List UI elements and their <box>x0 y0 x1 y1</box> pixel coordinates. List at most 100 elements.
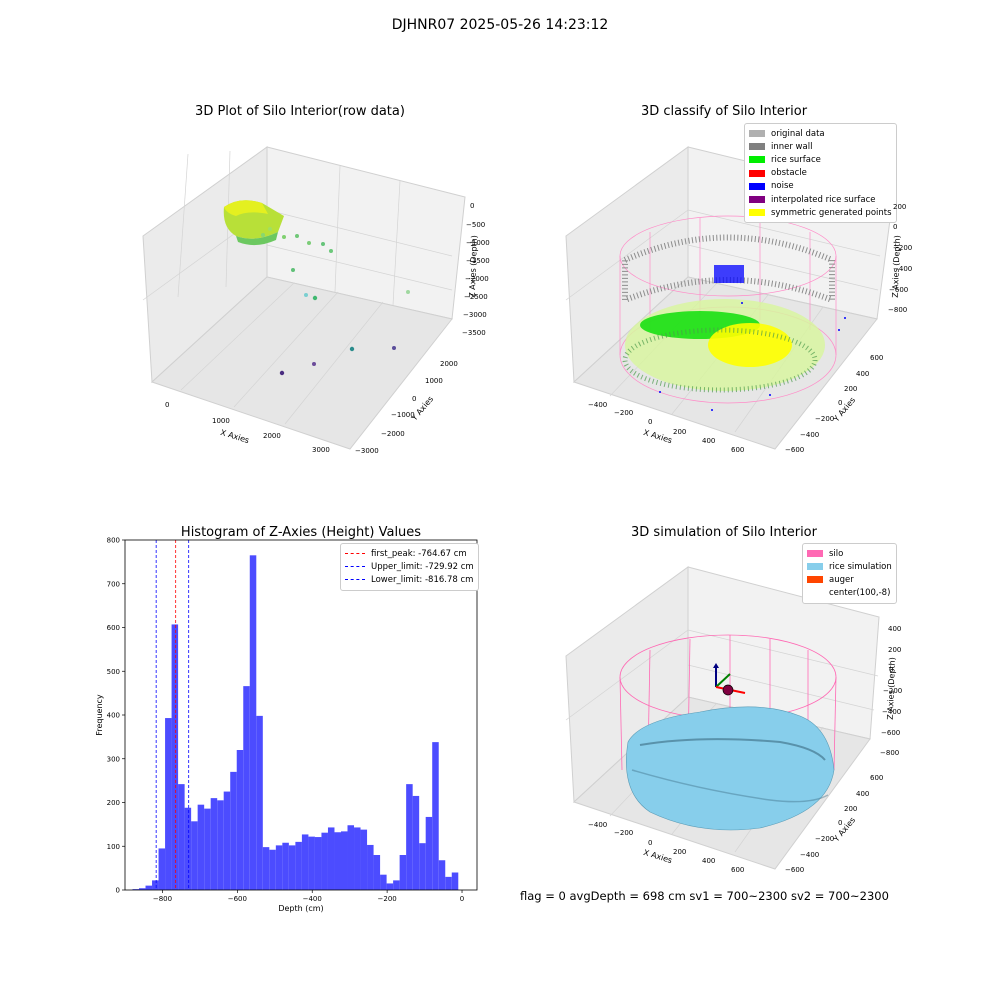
histogram-bar <box>132 889 140 890</box>
sim-y-tick-4: 0 <box>838 819 843 827</box>
histogram-bar <box>210 798 218 890</box>
legend-item-auger: auger <box>807 573 892 586</box>
sim-z-tick-2: 200 <box>888 646 902 654</box>
classify-z-tick-2: 0 <box>893 223 898 231</box>
y-tick-label: 0 <box>116 887 120 895</box>
raw-scatter-points <box>261 227 410 376</box>
raw-x-tick-2: 1000 <box>212 417 230 425</box>
histogram-bar <box>197 804 205 890</box>
histogram-frame <box>124 539 478 891</box>
classify-plot-title: 3D classify of Silo Interior <box>640 104 808 119</box>
sim-silo-wireframe <box>619 634 837 771</box>
histogram-bar <box>386 883 394 890</box>
legend-label: obstacle <box>771 168 807 179</box>
raw-y-tick-1: −3000 <box>355 447 379 455</box>
sim-auger <box>713 663 746 696</box>
legend-item-silo: silo <box>807 547 892 560</box>
hist-title: Histogram of Z-Axies (Height) Values <box>180 525 422 540</box>
histogram-bar <box>262 847 270 890</box>
sim-y-tick-1: −600 <box>785 866 805 874</box>
histogram-bar <box>451 872 459 890</box>
legend-label: noise <box>771 181 794 192</box>
histogram-bar <box>380 874 387 890</box>
legend-swatch <box>807 550 823 558</box>
legend-line <box>345 566 365 568</box>
y-tick-label: 400 <box>107 712 120 720</box>
histogram-bar <box>438 860 446 890</box>
classify-z-tick-5: −600 <box>889 286 909 294</box>
x-tick-label: −400 <box>303 895 322 903</box>
sim-z-tick-1: 400 <box>888 625 902 633</box>
histogram-bar <box>139 888 146 890</box>
y-tick-label: 200 <box>107 799 120 807</box>
histogram-bar <box>321 832 328 890</box>
histogram-y-label: Frequency <box>95 694 104 736</box>
sim-rice-surface <box>626 706 835 831</box>
x-tick-label: −800 <box>153 895 172 903</box>
raw-surface-band <box>223 200 284 246</box>
legend-label: inner wall <box>771 141 813 152</box>
sim-axes-panes <box>565 566 880 870</box>
legend-item-obstacle: obstacle <box>749 167 892 180</box>
classify-z-tick-6: −800 <box>888 306 908 314</box>
histogram-bar <box>308 836 315 890</box>
legend-label: rice surface <box>771 154 821 165</box>
legend-swatch <box>807 563 823 571</box>
legend-label: Lower_limit: -816.78 cm <box>371 574 474 585</box>
classify-z-tick-3: −200 <box>893 244 913 252</box>
sim-x-tick-5: 400 <box>702 857 716 865</box>
histogram-x-label: Depth (cm) <box>278 904 323 913</box>
legend-swatch <box>807 576 823 584</box>
legend-swatch <box>749 143 765 151</box>
legend-swatch <box>749 130 765 138</box>
histogram-bar <box>419 843 426 890</box>
legend-item-upper-limit: Upper_limit: -729.92 cm <box>345 560 474 573</box>
sim-z-tick-5: −400 <box>882 708 902 716</box>
legend-item-center: center(100,-8) <box>807 587 892 600</box>
histogram-bar <box>165 718 172 890</box>
raw-z-tick-6: −2500 <box>464 293 488 301</box>
sim-x-tick-1: −400 <box>588 821 608 829</box>
histogram-bar <box>301 834 309 890</box>
classify-y-tick-6: 400 <box>856 370 870 378</box>
histogram-bar <box>145 885 153 890</box>
x-tick-label: 0 <box>460 895 464 903</box>
histogram-bar <box>256 715 263 890</box>
legend-label: Upper_limit: -729.92 cm <box>371 561 474 572</box>
raw-z-tick-4: −1500 <box>466 257 490 265</box>
sim-y-tick-5: 200 <box>844 805 858 813</box>
classify-x-label: X Axies <box>642 427 674 446</box>
legend-label: symmetric generated points <box>771 207 892 218</box>
histogram-bar <box>445 876 452 890</box>
legend-swatch <box>749 156 765 164</box>
hist-legend: first_peak: -764.67 cm Upper_limit: -729… <box>340 543 479 591</box>
classify-y-tick-2: −400 <box>800 431 820 439</box>
sim-x-tick-3: 0 <box>648 839 653 847</box>
legend-item-rice-surface: rice surface <box>749 153 892 166</box>
histogram-bar <box>393 880 400 890</box>
raw-z-tick-3: −1000 <box>466 239 490 247</box>
histogram-bar <box>243 686 250 890</box>
legend-item-interpolated: interpolated rice surface <box>749 193 892 206</box>
status-footer: flag = 0 avgDepth = 698 cm sv1 = 700~230… <box>520 889 889 903</box>
histogram-bar <box>152 880 159 890</box>
x-tick-label: −200 <box>378 895 397 903</box>
classify-x-tick-5: 400 <box>702 437 716 445</box>
sim-legend: silo rice simulation auger center(100,-8… <box>802 543 897 604</box>
histogram-bar <box>347 825 355 890</box>
histogram-x-ticks: −800 −600 −400 −200 0 <box>153 890 464 903</box>
legend-item-lower-limit: Lower_limit: -816.78 cm <box>345 573 474 586</box>
classify-noise-cluster <box>659 265 846 411</box>
histogram-bar <box>360 829 368 890</box>
histogram-reference-lines <box>155 540 190 890</box>
histogram-bar <box>406 784 413 890</box>
histogram-bar <box>158 848 166 890</box>
y-tick-label: 600 <box>107 624 120 632</box>
sim-z-tick-4: −200 <box>883 687 903 695</box>
legend-line <box>345 579 365 581</box>
sim-y-tick-6: 400 <box>856 790 870 798</box>
legend-item-inner-wall: inner wall <box>749 140 892 153</box>
histogram-bar <box>171 624 179 890</box>
histogram-y-ticks: 0 100 200 300 400 500 600 700 800 <box>107 537 125 895</box>
histogram-bar <box>178 784 185 890</box>
